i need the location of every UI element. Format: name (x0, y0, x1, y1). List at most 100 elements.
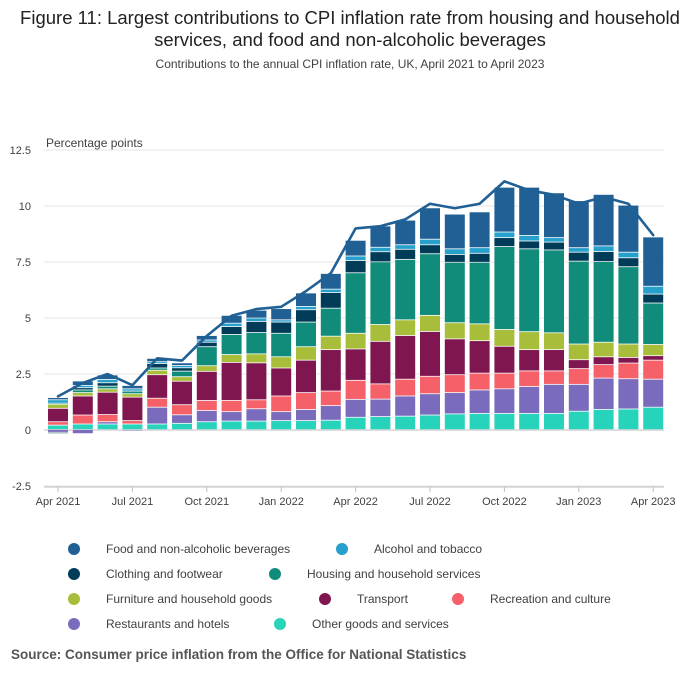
bar-segment (196, 342, 217, 347)
bar-segment (196, 422, 217, 430)
bar-segment (196, 400, 217, 411)
bar-segment (395, 335, 416, 379)
bar-segment (519, 241, 540, 249)
bar-segment (320, 391, 341, 406)
bar-segment (172, 381, 192, 405)
bar-segment (395, 416, 416, 430)
bar-segment (221, 334, 242, 355)
x-tick-label: Jul 2022 (409, 496, 451, 508)
bar-segment (494, 246, 515, 330)
bar-segment (48, 404, 68, 408)
bar-segment (444, 254, 465, 262)
bar-segment (593, 262, 614, 342)
bar-segment (221, 326, 242, 334)
bar-segment (122, 391, 143, 394)
x-tick-label: Oct 2021 (184, 496, 229, 508)
x-tick-label: Jan 2022 (259, 496, 304, 508)
bar-segment (296, 293, 316, 306)
bar-segment (147, 362, 168, 364)
bar-segment (296, 360, 316, 393)
bar-segment (544, 350, 564, 371)
bar-segment (568, 248, 589, 252)
bar-segment (320, 273, 341, 289)
bar-segment (172, 415, 192, 423)
bar-segment (196, 347, 217, 366)
y-tick-label: 7.5 (16, 257, 31, 269)
bar-segment (271, 396, 292, 412)
bar-segment (97, 383, 118, 386)
bar-segment (544, 384, 564, 414)
bar-segment (643, 356, 664, 360)
bar-segment (72, 390, 93, 393)
bar-segment (420, 245, 440, 254)
bar-segment (618, 258, 639, 267)
bar-segment (420, 254, 440, 315)
bar-segment (643, 360, 664, 379)
bar-segment (48, 408, 68, 422)
bar-segment (370, 384, 391, 399)
x-tick-label: Apr 2022 (333, 496, 378, 508)
bar-segment (271, 357, 292, 368)
bar-segment (271, 368, 292, 396)
bar-segment (320, 420, 341, 430)
bar-segment (469, 262, 490, 324)
bar-segment (246, 333, 267, 354)
bar-segment (271, 322, 292, 333)
bar-segment (172, 423, 192, 430)
bar-segment (469, 390, 490, 414)
bar-segment (97, 424, 118, 430)
bar-segment (345, 417, 366, 430)
bar-segment (97, 392, 118, 415)
bar-segment (271, 333, 292, 357)
bar-segment (345, 349, 366, 380)
bar-segment (48, 397, 68, 400)
bar-segment (122, 421, 143, 424)
bar-segment (370, 417, 391, 430)
bar-segment (221, 315, 242, 323)
bar-segment (568, 369, 589, 384)
bar-segment (544, 242, 564, 250)
x-tick-label: Jul 2021 (112, 496, 154, 508)
bar-segment (296, 409, 316, 421)
y-tick-label: 2.5 (16, 369, 31, 381)
bar-segment (271, 320, 292, 322)
bar-segment (271, 421, 292, 430)
bar-segment (469, 341, 490, 373)
bar-segment (444, 393, 465, 414)
bar-segment (618, 357, 639, 363)
bar-segment (593, 342, 614, 357)
bar-segment (593, 357, 614, 365)
bar-segment (444, 339, 465, 375)
bar-segment (172, 365, 192, 368)
bar-segment (72, 396, 93, 415)
bar-segment (494, 346, 515, 373)
bar-segment (97, 375, 118, 380)
bar-segment (643, 286, 664, 294)
bar-segment (296, 306, 316, 310)
bar-segment (420, 415, 440, 430)
bar-segment (643, 237, 664, 286)
bar-segment (172, 371, 192, 377)
bar-segment (147, 407, 168, 424)
bar-segment (246, 400, 267, 409)
bar-segment (643, 303, 664, 345)
bar-segment (97, 386, 118, 389)
bar-segment (196, 340, 217, 342)
bar-segment (271, 309, 292, 320)
bar-segment (395, 379, 416, 396)
bar-segment (444, 414, 465, 430)
bar-segment (122, 389, 143, 391)
bar-segment (147, 398, 168, 407)
bar-segment (320, 308, 341, 336)
bar-segment (296, 347, 316, 360)
bar-segment (544, 333, 564, 350)
bar-segment (147, 424, 168, 430)
bar-segment (544, 371, 564, 384)
bar-segment (420, 376, 440, 394)
y-tick-label: -2.5 (12, 481, 31, 493)
bar-segment (568, 252, 589, 261)
bar-segment (593, 246, 614, 252)
bar-segment (296, 322, 316, 347)
x-tick-label: Jan 2023 (556, 496, 601, 508)
